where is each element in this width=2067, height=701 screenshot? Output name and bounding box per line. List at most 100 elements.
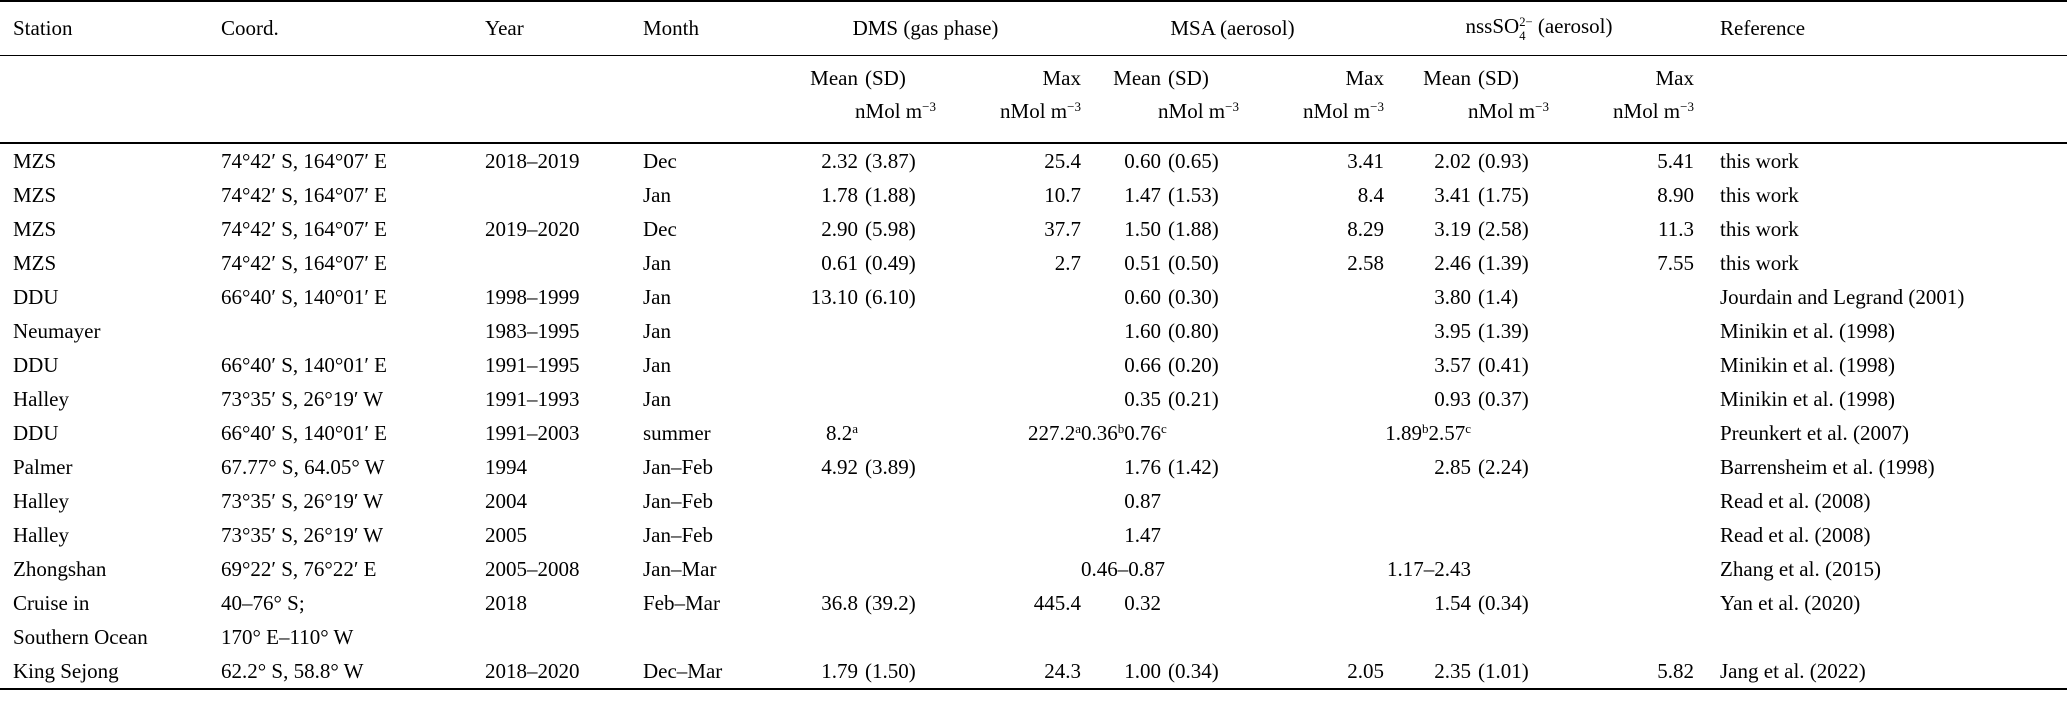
- table-cell: [1694, 620, 2067, 654]
- table-cell: 25.4: [1044, 149, 1081, 173]
- table-cell: [936, 518, 1081, 552]
- table-cell: 2.85 (2.24): [1434, 455, 1529, 479]
- table-cell: 2004: [485, 489, 527, 513]
- table-cell: 2005–2008: [485, 557, 580, 581]
- table-cell: [485, 178, 643, 212]
- table-cell: [1549, 552, 1694, 586]
- table-cell: Halley: [13, 387, 69, 411]
- table-cell: Palmer: [13, 455, 73, 479]
- subheader-unit: nMol m−3: [1158, 99, 1239, 123]
- subheader-label: Max: [1655, 66, 1695, 90]
- table-cell: 5.82: [1657, 659, 1694, 683]
- table-cell: Zhang et al. (2015): [1720, 557, 1881, 581]
- table-cell: [1239, 620, 1384, 654]
- table-cell: 74°42′ S, 164°07′ E: [221, 149, 387, 173]
- table-cell: 0.60 (0.30): [1124, 285, 1219, 309]
- subheader-unit: nMol m−3: [1303, 99, 1384, 123]
- table-cell: 1994: [485, 455, 527, 479]
- table-cell: Jourdain and Legrand (2001): [1720, 285, 1965, 309]
- table-cell: 1.47 (1.53): [1124, 183, 1219, 207]
- table-row: Cruise in 40–76° S; 2018 Feb–Mar 36.8 (39.2) 4…: [0, 586, 2067, 620]
- subheader-label: Max: [1345, 66, 1385, 90]
- subheader-empty-station: [0, 55, 221, 144]
- table-cell: 1.50 (1.88): [1124, 217, 1219, 241]
- table-cell: 1.78 (1.88): [821, 183, 916, 207]
- table-cell: [770, 484, 936, 518]
- table-cell: 74°42′ S, 164°07′ E: [221, 183, 387, 207]
- table-cell: 8.4: [1357, 183, 1384, 207]
- table-cell: 170° E–110° W: [221, 625, 354, 649]
- subheader-nss-max: Max nMol m−3: [1549, 55, 1695, 144]
- table-cell: 7.55: [1657, 251, 1694, 275]
- table-cell: 66°40′ S, 140°01′ E: [221, 285, 387, 309]
- col-header-coord: Coord.: [221, 1, 485, 56]
- subheader-label: Max: [1042, 66, 1082, 90]
- table-row: Southern Ocean 170° E–110° W: [0, 620, 2067, 654]
- table-row: MZS 74°42′ S, 164°07′ E 2018–2019 Dec 2.32 (3…: [0, 143, 2067, 178]
- table-cell: 1.54 (0.34): [1434, 591, 1529, 615]
- table-cell: Jan–Mar: [643, 557, 717, 581]
- table-cell: 2018–2020: [485, 659, 580, 683]
- table-cell: 13.10 (6.10): [810, 285, 916, 309]
- table-cell: [1549, 314, 1694, 348]
- table-cell: Dec: [643, 217, 677, 241]
- table-cell: MZS: [13, 149, 57, 173]
- table-row: King Sejong 62.2° S, 58.8° W 2018–2020 Dec–…: [0, 654, 2067, 689]
- table-cell: 11.3: [1658, 217, 1694, 241]
- table-cell: Jan–Feb: [643, 455, 713, 479]
- table-cell: MZS: [13, 251, 57, 275]
- table-cell: Jan: [643, 319, 671, 343]
- table-cell: 67.77° S, 64.05° W: [221, 455, 385, 479]
- table-cell: 0.51 (0.50): [1124, 251, 1219, 275]
- subheader-unit: nMol m−3: [1000, 99, 1081, 123]
- table-cell: [1549, 586, 1694, 620]
- col-group-nsssulfate: nssSO 2− 4 (aerosol): [1384, 1, 1694, 56]
- table-cell: [1549, 620, 1694, 654]
- table-cell: Zhongshan: [13, 557, 107, 581]
- subheader-msa-mean: Mean (SD) nMol m−3: [1081, 55, 1239, 144]
- subheader-nss-mean: Mean (SD) nMol m−3: [1384, 55, 1549, 144]
- subheader-label: Mean (SD): [1113, 66, 1209, 90]
- table-cell: [643, 620, 770, 654]
- table-cell: [936, 280, 1081, 314]
- table-cell: 2.58: [1347, 251, 1384, 275]
- table-cell: Yan et al. (2020): [1720, 591, 1861, 615]
- table-row: Neumayer 1983–1995 Jan 1.60 (0.80) 3.95 (1.39)…: [0, 314, 2067, 348]
- table-cell: [936, 484, 1081, 518]
- table-cell: Jang et al. (2022): [1720, 659, 1866, 683]
- table-cell: [1239, 348, 1384, 382]
- table-cell: this work: [1720, 251, 1799, 275]
- table-cell: [770, 552, 936, 586]
- table-row: DDU 66°40′ S, 140°01′ E 1991–2003 summer 8.2…: [0, 416, 2067, 450]
- table-cell: 8.29: [1347, 217, 1384, 241]
- table-cell: [485, 246, 643, 280]
- col-header-year: Year: [485, 1, 643, 56]
- table-cell: 3.95 (1.39): [1434, 319, 1529, 343]
- table-cell: 0.60 (0.65): [1124, 149, 1219, 173]
- col-header-reference: Reference: [1694, 1, 2067, 56]
- table-row: MZS 74°42′ S, 164°07′ E 2019–2020 Dec 2.90 (5…: [0, 212, 2067, 246]
- table-cell: [770, 348, 936, 382]
- table-cell: 2005: [485, 523, 527, 547]
- table-cell: 0.61 (0.49): [821, 251, 916, 275]
- table-cell: 74°42′ S, 164°07′ E: [221, 251, 387, 275]
- table-cell: 73°35′ S, 26°19′ W: [221, 523, 384, 547]
- table-cell: 445.4: [1033, 591, 1081, 615]
- table-cell: 227.2a: [1027, 421, 1081, 445]
- col-group-dms: DMS (gas phase): [770, 1, 1081, 56]
- table-cell: Minikin et al. (1998): [1720, 387, 1895, 411]
- table-cell: [1239, 484, 1384, 518]
- subheader-dms-mean: Mean (SD) nMol m−3: [770, 55, 936, 144]
- table-cell: Minikin et al. (1998): [1720, 319, 1895, 343]
- table-cell: 2.35 (1.01): [1434, 659, 1529, 683]
- table-cell: 1.00 (0.34): [1124, 659, 1219, 683]
- table-cell: [1239, 314, 1384, 348]
- table-cell: King Sejong: [13, 659, 119, 683]
- table-cell: Jan–Feb: [643, 489, 713, 513]
- table-cell: [1384, 518, 1549, 552]
- table-cell: 0.93 (0.37): [1434, 387, 1529, 411]
- table-cell: 1.47: [1124, 523, 1161, 547]
- table-cell: [1549, 348, 1694, 382]
- table-cell: [1239, 382, 1384, 416]
- table-cell: [1239, 450, 1384, 484]
